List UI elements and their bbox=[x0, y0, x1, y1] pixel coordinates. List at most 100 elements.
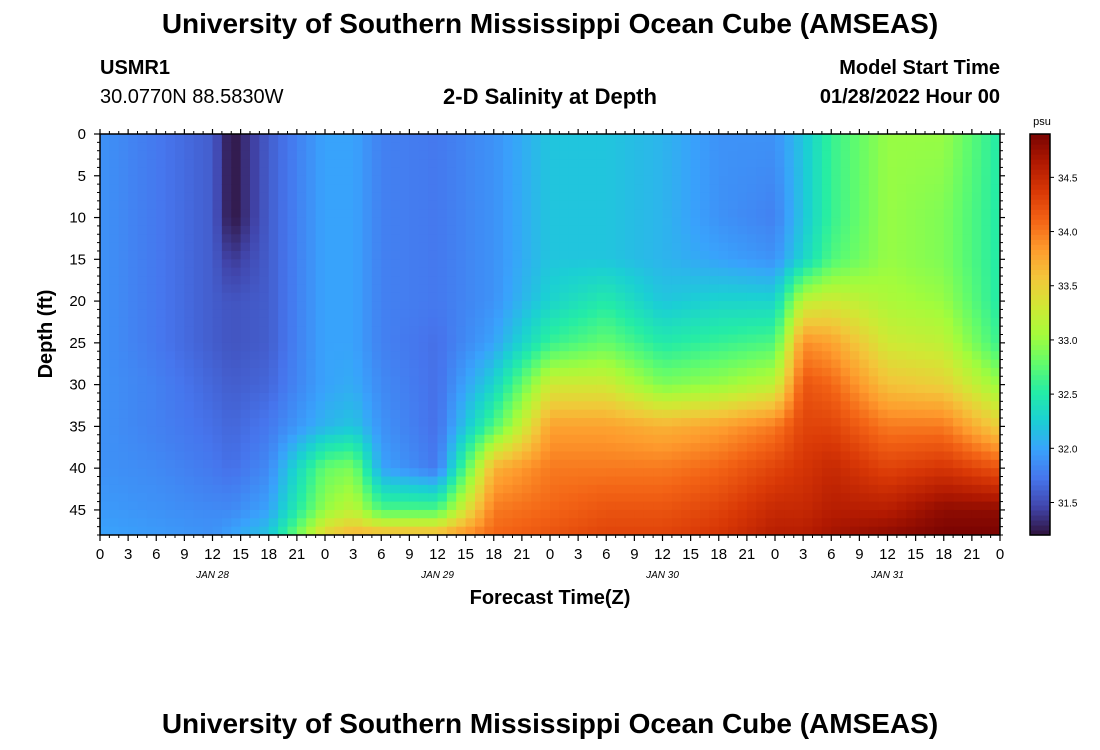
heatmap-cell bbox=[409, 317, 420, 327]
heatmap-cell bbox=[531, 434, 542, 444]
heatmap-cell bbox=[203, 250, 214, 260]
heatmap-cell bbox=[221, 259, 232, 269]
heatmap-cell bbox=[812, 317, 823, 327]
heatmap-cell bbox=[709, 468, 720, 478]
heatmap-cell bbox=[371, 443, 382, 453]
x-tick-label: 3 bbox=[349, 546, 357, 563]
heatmap-cell bbox=[240, 276, 251, 285]
heatmap-cell bbox=[934, 526, 945, 535]
heatmap-cell bbox=[906, 167, 917, 177]
heatmap-cell bbox=[606, 175, 617, 185]
heatmap-cell bbox=[906, 367, 917, 377]
heatmap-cell bbox=[700, 501, 710, 511]
heatmap-cell bbox=[953, 434, 964, 444]
heatmap-cell bbox=[409, 376, 420, 386]
heatmap-cell bbox=[184, 301, 195, 311]
heatmap-cell bbox=[381, 459, 392, 469]
heatmap-cell bbox=[109, 209, 120, 219]
heatmap-cell bbox=[625, 443, 635, 453]
heatmap-cell bbox=[409, 526, 420, 535]
heatmap-cell bbox=[718, 309, 729, 319]
heatmap-cell bbox=[587, 468, 598, 478]
heatmap-cell bbox=[231, 359, 242, 369]
heatmap-cell bbox=[278, 509, 289, 519]
heatmap-cell bbox=[268, 225, 279, 235]
heatmap-cell bbox=[334, 167, 345, 177]
heatmap-cell bbox=[784, 159, 795, 169]
heatmap-cell bbox=[306, 493, 317, 503]
heatmap-cell bbox=[859, 501, 870, 511]
heatmap-cell bbox=[990, 401, 1000, 411]
heatmap-cell bbox=[212, 426, 223, 436]
heatmap-cell bbox=[503, 434, 514, 444]
heatmap-cell bbox=[784, 292, 795, 302]
colorbar-segment bbox=[1030, 479, 1050, 486]
heatmap-cell bbox=[550, 351, 560, 361]
heatmap-cell bbox=[296, 134, 307, 143]
heatmap-cell bbox=[418, 418, 429, 427]
heatmap-cell bbox=[512, 451, 523, 461]
heatmap-cell bbox=[681, 509, 692, 519]
heatmap-cell bbox=[521, 284, 532, 294]
heatmap-cell bbox=[531, 167, 542, 177]
heatmap-cell bbox=[503, 418, 514, 427]
heatmap-cell bbox=[690, 159, 701, 169]
heatmap-cell bbox=[109, 267, 120, 277]
heatmap-cell bbox=[100, 384, 110, 394]
heatmap-cell bbox=[456, 234, 467, 244]
heatmap-cell bbox=[156, 334, 167, 344]
heatmap-cell bbox=[296, 326, 307, 336]
heatmap-cell bbox=[709, 401, 720, 411]
heatmap-cell bbox=[100, 150, 110, 160]
heatmap-cell bbox=[315, 459, 326, 469]
heatmap-cell bbox=[428, 367, 439, 377]
heatmap-cell bbox=[287, 267, 298, 277]
heatmap-cell bbox=[296, 443, 307, 453]
heatmap-cell bbox=[325, 142, 335, 152]
heatmap-cell bbox=[700, 451, 710, 461]
heatmap-cell bbox=[418, 167, 429, 177]
heatmap-cell bbox=[437, 192, 448, 202]
heatmap-cell bbox=[896, 334, 907, 344]
heatmap-cell bbox=[137, 184, 148, 194]
heatmap-cell bbox=[775, 443, 785, 453]
heatmap-cell bbox=[203, 367, 214, 377]
heatmap-cell bbox=[812, 250, 823, 260]
x-tick-label: 9 bbox=[630, 546, 638, 563]
heatmap-cell bbox=[681, 326, 692, 336]
heatmap-cell bbox=[315, 476, 326, 486]
heatmap-cell bbox=[615, 342, 626, 352]
heatmap-cell bbox=[700, 209, 710, 219]
heatmap-cell bbox=[746, 401, 757, 411]
heatmap-cell bbox=[156, 451, 167, 461]
heatmap-cell bbox=[587, 476, 598, 486]
heatmap-cell bbox=[962, 250, 973, 260]
heatmap-cell bbox=[156, 167, 167, 177]
heatmap-cell bbox=[212, 301, 223, 311]
heatmap-cell bbox=[728, 376, 739, 386]
heatmap-cell bbox=[409, 134, 420, 143]
heatmap-cell bbox=[709, 384, 720, 394]
heatmap-cell bbox=[803, 526, 814, 535]
heatmap-cell bbox=[428, 276, 439, 285]
heatmap-cell bbox=[578, 451, 589, 461]
heatmap-cell bbox=[118, 234, 129, 244]
heatmap-cell bbox=[231, 184, 242, 194]
heatmap-cell bbox=[859, 200, 870, 210]
heatmap-cell bbox=[437, 250, 448, 260]
heatmap-cell bbox=[596, 501, 607, 511]
heatmap-cell bbox=[981, 384, 992, 394]
heatmap-cell bbox=[390, 184, 401, 194]
heatmap-cell bbox=[803, 459, 814, 469]
heatmap-cell bbox=[409, 309, 420, 319]
heatmap-cell bbox=[456, 384, 467, 394]
heatmap-cell bbox=[700, 292, 710, 302]
heatmap-cell bbox=[325, 392, 335, 402]
heatmap-cell bbox=[981, 301, 992, 311]
heatmap-cell bbox=[475, 342, 485, 352]
heatmap-cell bbox=[409, 501, 420, 511]
heatmap-cell bbox=[700, 367, 710, 377]
heatmap-cell bbox=[765, 476, 776, 486]
heatmap-cell bbox=[493, 493, 504, 503]
heatmap-cell bbox=[259, 418, 270, 427]
